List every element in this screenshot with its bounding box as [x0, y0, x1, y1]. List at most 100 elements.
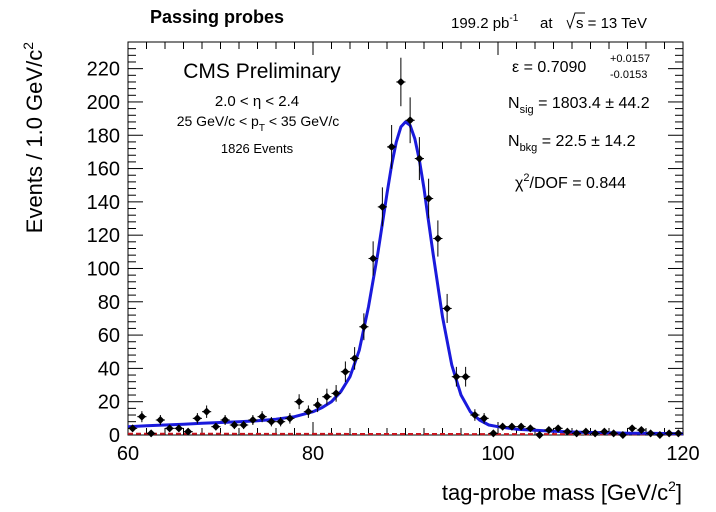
efficiency-error-down: -0.0153: [610, 69, 647, 81]
pt-range-prefix: 25 GeV/c < p: [177, 113, 259, 129]
data-point: [535, 431, 544, 439]
chart-title: Passing probes: [150, 7, 284, 27]
data-point: [137, 412, 146, 421]
y-axis-title: Events / 1.0 GeV/c2: [20, 42, 47, 233]
y-tick-label: 140: [87, 192, 120, 214]
y-tick-label: 40: [98, 358, 120, 380]
x-axis-title-exponent: 2: [668, 478, 676, 494]
data-point: [258, 412, 267, 421]
data-point: [322, 392, 331, 401]
pt-range-sub: T: [259, 123, 265, 134]
efficiency-error-up: +0.0157: [610, 53, 650, 65]
data-point: [498, 422, 507, 431]
data-point: [618, 431, 627, 439]
data-point: [341, 367, 350, 376]
nbkg-label: Nbkg = 22.5 ± 14.2: [508, 133, 636, 154]
y-axis-title-exponent: 2: [20, 42, 36, 50]
data-point: [378, 202, 387, 211]
pt-range-suffix: < 35 GeV/c: [265, 113, 339, 129]
data-point: [674, 429, 683, 438]
pt-range-label: 25 GeV/c < pT < 35 GeV/c: [177, 113, 340, 134]
y-tick-label: 80: [98, 292, 120, 314]
data-point: [406, 116, 415, 125]
data-point: [221, 416, 230, 425]
lumi-value: 199.2 pb: [451, 15, 509, 32]
data-point: [433, 234, 442, 243]
nsig-n: N: [508, 95, 520, 112]
signal-fit-line: [127, 120, 684, 436]
x-tick-label: 120: [666, 443, 699, 465]
data-point: [193, 414, 202, 423]
data-point: [248, 416, 257, 425]
data-point: [628, 424, 637, 433]
data-point: [609, 429, 618, 438]
chi2-exponent: 2: [523, 172, 529, 184]
data-point: [637, 426, 646, 435]
data-point: [554, 424, 563, 433]
y-tick-label: 200: [87, 92, 120, 114]
data-point: [452, 372, 461, 381]
data-point: [563, 427, 572, 436]
data-point: [230, 421, 239, 430]
data-points: [128, 57, 683, 439]
nbkg-n: N: [508, 133, 520, 150]
data-point: [655, 431, 664, 439]
x-axis-title: tag-probe mass [GeV/c2]: [442, 478, 682, 505]
chi2-label: χ2/DOF = 0.844: [515, 172, 626, 192]
data-point: [267, 417, 276, 426]
data-point: [461, 372, 470, 381]
data-point: [147, 429, 156, 438]
y-axis-title-text: Events / 1.0 GeV/c: [22, 50, 47, 233]
data-point: [600, 427, 609, 436]
y-tick-label: 100: [87, 258, 120, 280]
data-point: [517, 422, 526, 431]
data-point: [415, 154, 424, 163]
data-point: [295, 397, 304, 406]
lumi-exponent: -1: [509, 13, 518, 24]
x-tick-label: 60: [117, 443, 139, 465]
data-point: [507, 422, 516, 431]
data-point: [184, 427, 193, 436]
data-point: [572, 429, 581, 438]
data-point: [526, 424, 535, 433]
data-point: [276, 417, 285, 426]
data-point: [359, 322, 368, 331]
y-tick-label: 60: [98, 325, 120, 347]
data-point: [581, 427, 590, 436]
data-point: [489, 429, 498, 438]
nsig-value: = 1803.4 ± 44.2: [534, 95, 650, 112]
data-point: [304, 407, 313, 416]
y-tick-label: 20: [98, 392, 120, 414]
data-point: [239, 421, 248, 430]
y-tick-label: 120: [87, 225, 120, 247]
experiment-label: CMS Preliminary: [183, 60, 341, 83]
nbkg-value: = 22.5 ± 14.2: [537, 133, 635, 150]
data-point: [174, 424, 183, 433]
data-point: [128, 424, 137, 433]
chi2-value: /DOF = 0.844: [530, 175, 627, 192]
x-tick-label: 100: [481, 443, 514, 465]
lumi-label: 199.2 pb-1: [451, 13, 519, 32]
nsig-label: Nsig = 1803.4 ± 44.2: [508, 95, 650, 116]
data-point: [313, 401, 322, 410]
y-tick-label: 220: [87, 59, 120, 81]
eta-range-label: 2.0 < η < 2.4: [215, 93, 299, 110]
y-tick-label: 0: [109, 425, 120, 447]
data-point: [470, 411, 479, 420]
events-count-label: 1826 Events: [221, 141, 294, 156]
axes: 60 80 100 120 0 20 40 60 80 100 120 140 160 180 200 220: [87, 41, 700, 465]
data-point: [369, 254, 378, 263]
nbkg-sub: bkg: [520, 142, 538, 154]
nsig-sub: sig: [520, 104, 534, 116]
sqrts-label: s = 13 TeV: [576, 15, 647, 32]
data-point: [396, 77, 405, 86]
data-point: [202, 407, 211, 416]
y-tick-label: 180: [87, 125, 120, 147]
y-tick-label: 160: [87, 159, 120, 181]
data-point: [646, 429, 655, 438]
lumi-at: at: [540, 15, 553, 32]
data-point: [424, 194, 433, 203]
data-point: [665, 429, 674, 438]
data-point: [165, 424, 174, 433]
